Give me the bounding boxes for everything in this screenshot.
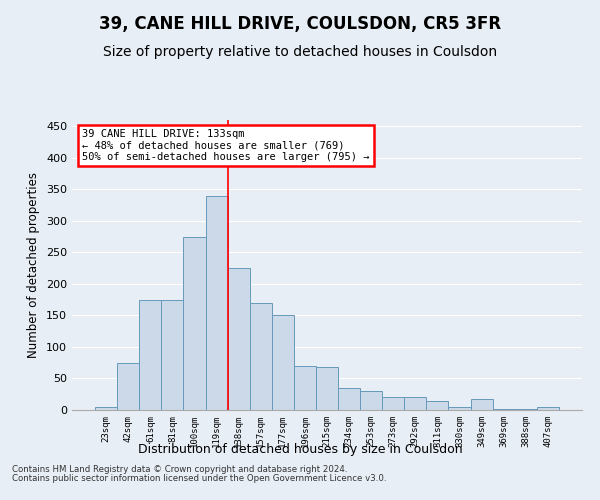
- Text: Distribution of detached houses by size in Coulsdon: Distribution of detached houses by size …: [137, 442, 463, 456]
- Text: Contains public sector information licensed under the Open Government Licence v3: Contains public sector information licen…: [12, 474, 386, 483]
- Bar: [515, 408, 537, 410]
- Bar: [272, 316, 294, 410]
- Bar: [184, 236, 206, 410]
- Text: Contains HM Land Registry data © Crown copyright and database right 2024.: Contains HM Land Registry data © Crown c…: [12, 466, 347, 474]
- Bar: [493, 408, 515, 410]
- Text: Size of property relative to detached houses in Coulsdon: Size of property relative to detached ho…: [103, 45, 497, 59]
- Bar: [117, 362, 139, 410]
- Bar: [316, 367, 338, 410]
- Y-axis label: Number of detached properties: Number of detached properties: [28, 172, 40, 358]
- Bar: [338, 388, 360, 410]
- Bar: [161, 300, 184, 410]
- Bar: [404, 398, 427, 410]
- Bar: [537, 407, 559, 410]
- Bar: [294, 366, 316, 410]
- Bar: [427, 400, 448, 410]
- Bar: [470, 398, 493, 410]
- Bar: [250, 303, 272, 410]
- Bar: [448, 407, 470, 410]
- Bar: [206, 196, 227, 410]
- Bar: [227, 268, 250, 410]
- Bar: [95, 407, 117, 410]
- Bar: [382, 398, 404, 410]
- Bar: [139, 300, 161, 410]
- Bar: [360, 391, 382, 410]
- Text: 39 CANE HILL DRIVE: 133sqm
← 48% of detached houses are smaller (769)
50% of sem: 39 CANE HILL DRIVE: 133sqm ← 48% of deta…: [82, 128, 370, 162]
- Text: 39, CANE HILL DRIVE, COULSDON, CR5 3FR: 39, CANE HILL DRIVE, COULSDON, CR5 3FR: [99, 15, 501, 33]
